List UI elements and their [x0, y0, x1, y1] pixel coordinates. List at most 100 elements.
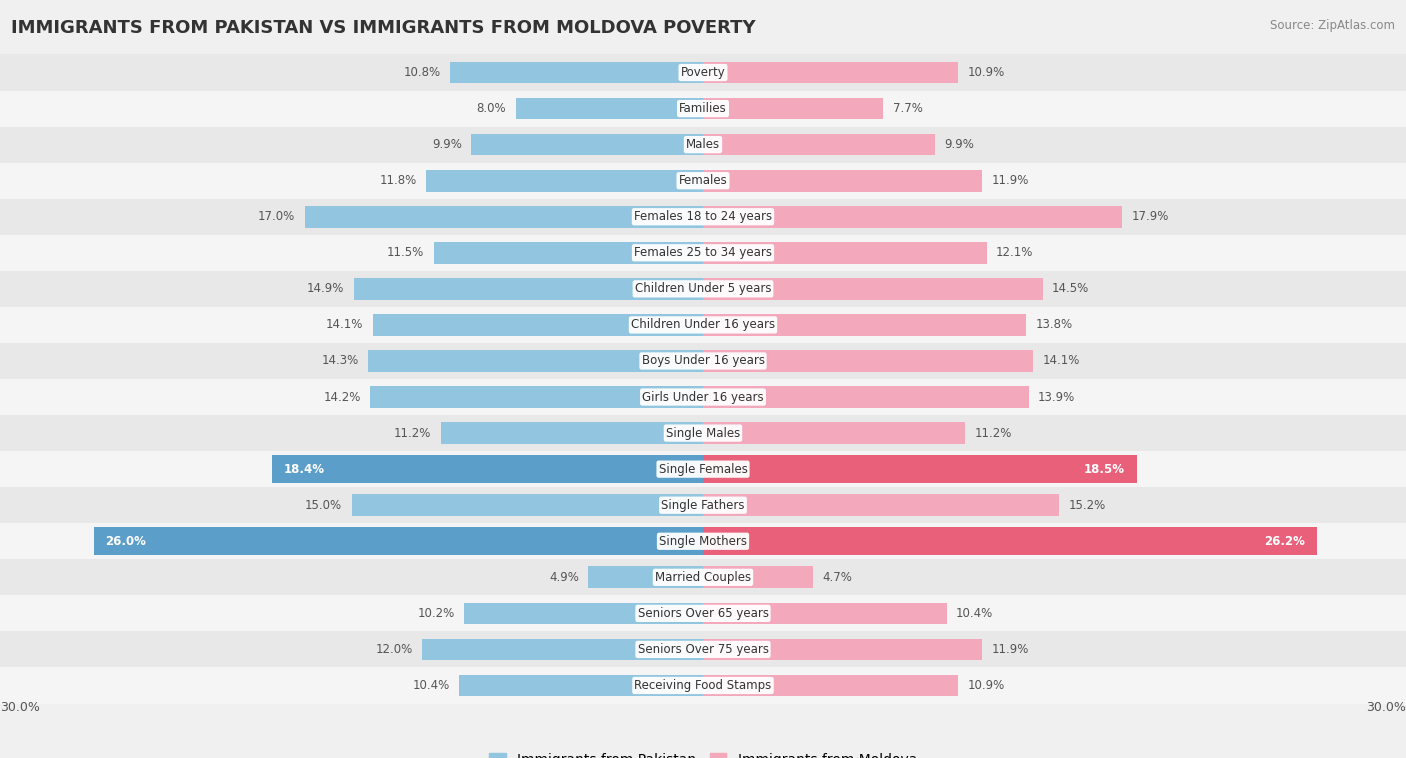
Bar: [703, 242, 987, 264]
Text: Single Females: Single Females: [658, 462, 748, 475]
Bar: [703, 206, 1122, 227]
Text: 15.0%: 15.0%: [305, 499, 342, 512]
Legend: Immigrants from Pakistan, Immigrants from Moldova: Immigrants from Pakistan, Immigrants fro…: [484, 747, 922, 758]
Bar: [703, 603, 946, 624]
Text: Seniors Over 75 years: Seniors Over 75 years: [637, 643, 769, 656]
Bar: [0, 487, 1406, 523]
Bar: [588, 566, 703, 588]
Text: 11.2%: 11.2%: [394, 427, 432, 440]
Text: 8.0%: 8.0%: [477, 102, 506, 115]
Text: 11.9%: 11.9%: [991, 643, 1029, 656]
Bar: [0, 235, 1406, 271]
Text: 11.2%: 11.2%: [974, 427, 1012, 440]
Text: 9.9%: 9.9%: [945, 138, 974, 151]
Text: 13.9%: 13.9%: [1038, 390, 1076, 403]
Text: 4.9%: 4.9%: [548, 571, 579, 584]
Bar: [703, 387, 1029, 408]
Bar: [703, 61, 959, 83]
Text: 4.7%: 4.7%: [823, 571, 852, 584]
Bar: [0, 415, 1406, 451]
Text: Source: ZipAtlas.com: Source: ZipAtlas.com: [1270, 19, 1395, 32]
Bar: [368, 350, 703, 371]
Bar: [450, 61, 703, 83]
Text: Families: Families: [679, 102, 727, 115]
Text: 10.4%: 10.4%: [956, 607, 993, 620]
Text: Children Under 16 years: Children Under 16 years: [631, 318, 775, 331]
Text: 14.2%: 14.2%: [323, 390, 361, 403]
Bar: [0, 163, 1406, 199]
Bar: [373, 314, 703, 336]
Bar: [271, 455, 703, 483]
Text: Seniors Over 65 years: Seniors Over 65 years: [637, 607, 769, 620]
Bar: [0, 523, 1406, 559]
Text: 26.0%: 26.0%: [105, 534, 146, 548]
Bar: [0, 199, 1406, 235]
Bar: [703, 675, 959, 697]
Text: IMMIGRANTS FROM PAKISTAN VS IMMIGRANTS FROM MOLDOVA POVERTY: IMMIGRANTS FROM PAKISTAN VS IMMIGRANTS F…: [11, 19, 756, 37]
Text: Poverty: Poverty: [681, 66, 725, 79]
Bar: [703, 422, 966, 444]
Bar: [0, 668, 1406, 703]
Bar: [460, 675, 703, 697]
Bar: [305, 206, 703, 227]
Text: 11.9%: 11.9%: [991, 174, 1029, 187]
Bar: [440, 422, 703, 444]
Text: 14.3%: 14.3%: [322, 355, 359, 368]
Text: 30.0%: 30.0%: [1367, 701, 1406, 714]
Text: 10.8%: 10.8%: [404, 66, 440, 79]
Text: 13.8%: 13.8%: [1036, 318, 1073, 331]
Text: Children Under 5 years: Children Under 5 years: [634, 283, 772, 296]
Text: 10.9%: 10.9%: [967, 679, 1005, 692]
Text: 17.9%: 17.9%: [1132, 210, 1170, 224]
Bar: [426, 170, 703, 192]
Bar: [0, 271, 1406, 307]
Text: 26.2%: 26.2%: [1264, 534, 1305, 548]
Text: 11.5%: 11.5%: [387, 246, 425, 259]
Bar: [422, 638, 703, 660]
Bar: [0, 90, 1406, 127]
Text: 18.5%: 18.5%: [1084, 462, 1125, 475]
Text: 7.7%: 7.7%: [893, 102, 922, 115]
Text: Girls Under 16 years: Girls Under 16 years: [643, 390, 763, 403]
Bar: [0, 307, 1406, 343]
Text: Receiving Food Stamps: Receiving Food Stamps: [634, 679, 772, 692]
Bar: [703, 350, 1033, 371]
Bar: [94, 528, 703, 556]
Text: 14.1%: 14.1%: [326, 318, 363, 331]
Bar: [703, 566, 813, 588]
Text: 15.2%: 15.2%: [1069, 499, 1105, 512]
Bar: [0, 631, 1406, 668]
Text: Boys Under 16 years: Boys Under 16 years: [641, 355, 765, 368]
Text: Married Couples: Married Couples: [655, 571, 751, 584]
Bar: [703, 638, 981, 660]
Bar: [0, 595, 1406, 631]
Bar: [0, 127, 1406, 163]
Text: 12.1%: 12.1%: [995, 246, 1033, 259]
Bar: [703, 170, 981, 192]
Text: 10.4%: 10.4%: [413, 679, 450, 692]
Bar: [0, 451, 1406, 487]
Bar: [471, 134, 703, 155]
Text: 14.9%: 14.9%: [307, 283, 344, 296]
Bar: [354, 278, 703, 299]
Bar: [703, 278, 1043, 299]
Text: 14.1%: 14.1%: [1043, 355, 1080, 368]
Bar: [370, 387, 703, 408]
Bar: [464, 603, 703, 624]
Text: 18.4%: 18.4%: [284, 462, 325, 475]
Bar: [703, 134, 935, 155]
Bar: [433, 242, 703, 264]
Text: Females 18 to 24 years: Females 18 to 24 years: [634, 210, 772, 224]
Text: Females 25 to 34 years: Females 25 to 34 years: [634, 246, 772, 259]
Text: 10.9%: 10.9%: [967, 66, 1005, 79]
Text: 17.0%: 17.0%: [259, 210, 295, 224]
Text: Single Males: Single Males: [666, 427, 740, 440]
Bar: [0, 379, 1406, 415]
Text: 10.2%: 10.2%: [418, 607, 454, 620]
Bar: [703, 455, 1136, 483]
Bar: [703, 494, 1059, 516]
Bar: [703, 98, 883, 120]
Bar: [0, 343, 1406, 379]
Text: 12.0%: 12.0%: [375, 643, 412, 656]
Bar: [0, 55, 1406, 90]
